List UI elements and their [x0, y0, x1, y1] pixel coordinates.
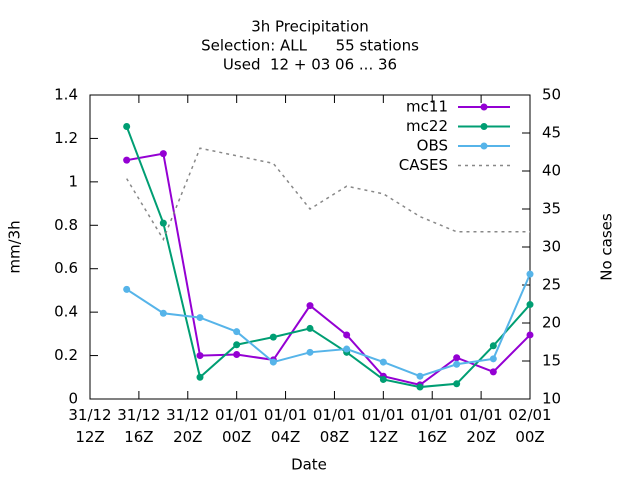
data-point [453, 360, 461, 368]
series-line [126, 273, 531, 378]
data-point [306, 324, 314, 332]
data-point [196, 352, 204, 360]
y2-tick-label: 30 [542, 238, 561, 256]
y-tick-label: 1.4 [54, 86, 78, 104]
data-point [453, 380, 461, 388]
series-line [126, 152, 531, 386]
data-point [306, 348, 314, 356]
data-point [159, 150, 167, 158]
data-point [416, 383, 424, 391]
data-point [526, 301, 534, 309]
y2-tick-label: 25 [542, 276, 561, 294]
data-point [489, 368, 497, 376]
data-point [159, 309, 167, 317]
y-tick-label: 0.8 [54, 216, 78, 234]
data-point [123, 156, 131, 164]
data-point [269, 358, 277, 366]
data-point [123, 122, 131, 130]
legend-marker [480, 103, 488, 111]
data-point [343, 331, 351, 339]
y-tick-label: 0.2 [54, 346, 78, 364]
y2-tick-label: 40 [542, 162, 561, 180]
data-point [489, 342, 497, 350]
y-axis-label: mm/3h [6, 220, 24, 273]
data-point [526, 270, 534, 278]
data-point [123, 285, 131, 293]
y2-axis-label: No cases [598, 213, 616, 281]
data-point [453, 354, 461, 362]
y2-tick-label: 10 [542, 390, 561, 408]
y2-tick-label: 50 [542, 86, 561, 104]
legend-label: mc11 [406, 98, 448, 116]
legend-label: mc22 [406, 117, 448, 135]
data-point [233, 350, 241, 358]
y-tick-label: 0 [68, 390, 78, 408]
x-tick-label: 02/01 00Z [508, 406, 552, 446]
data-point [416, 372, 424, 380]
y2-tick-label: 35 [542, 200, 561, 218]
series-line [125, 126, 531, 389]
data-point [379, 358, 387, 366]
data-point [343, 345, 351, 353]
data-point [233, 341, 241, 349]
data-point [526, 331, 534, 339]
data-point [159, 219, 167, 227]
x-axis-label: Date [291, 456, 327, 474]
y-tick-label: 0.4 [54, 303, 78, 321]
x-tick-label: 31/12 12Z [68, 406, 112, 446]
data-point [306, 302, 314, 310]
y-tick-label: 1.2 [54, 129, 78, 147]
data-point [196, 373, 204, 381]
legend-label: OBS [417, 137, 448, 155]
x-tick-label: 01/01 08Z [312, 406, 357, 446]
legend-marker [480, 142, 488, 150]
chart-subtitle: Selection: ALL 55 stations [201, 37, 419, 55]
x-tick-label: 01/01 00Z [215, 406, 259, 446]
data-point [233, 328, 241, 336]
legend-marker [480, 123, 488, 130]
data-point [489, 355, 497, 363]
y-tick-label: 0.6 [54, 259, 78, 277]
chart-title: 3h Precipitation [251, 18, 369, 36]
data-point [379, 375, 387, 383]
legend-label: CASES [399, 156, 448, 174]
x-tick-label: 31/12 16Z [117, 406, 161, 446]
data-point [196, 314, 204, 322]
x-tick-label: 31/12 20Z [166, 406, 210, 446]
chart-subtitle: Used 12 + 03 06 ... 36 [223, 56, 397, 74]
x-tick-label: 01/01 20Z [459, 406, 503, 446]
x-tick-label: 01/01 12Z [361, 406, 405, 446]
y2-tick-label: 20 [542, 314, 561, 332]
x-tick-label: 01/01 04Z [263, 406, 308, 446]
y2-tick-label: 45 [542, 124, 561, 142]
y2-tick-label: 15 [542, 352, 561, 370]
data-point [269, 333, 277, 341]
x-tick-label: 01/01 16Z [410, 406, 454, 446]
series-line [126, 147, 530, 242]
y-tick-label: 1 [68, 172, 78, 190]
